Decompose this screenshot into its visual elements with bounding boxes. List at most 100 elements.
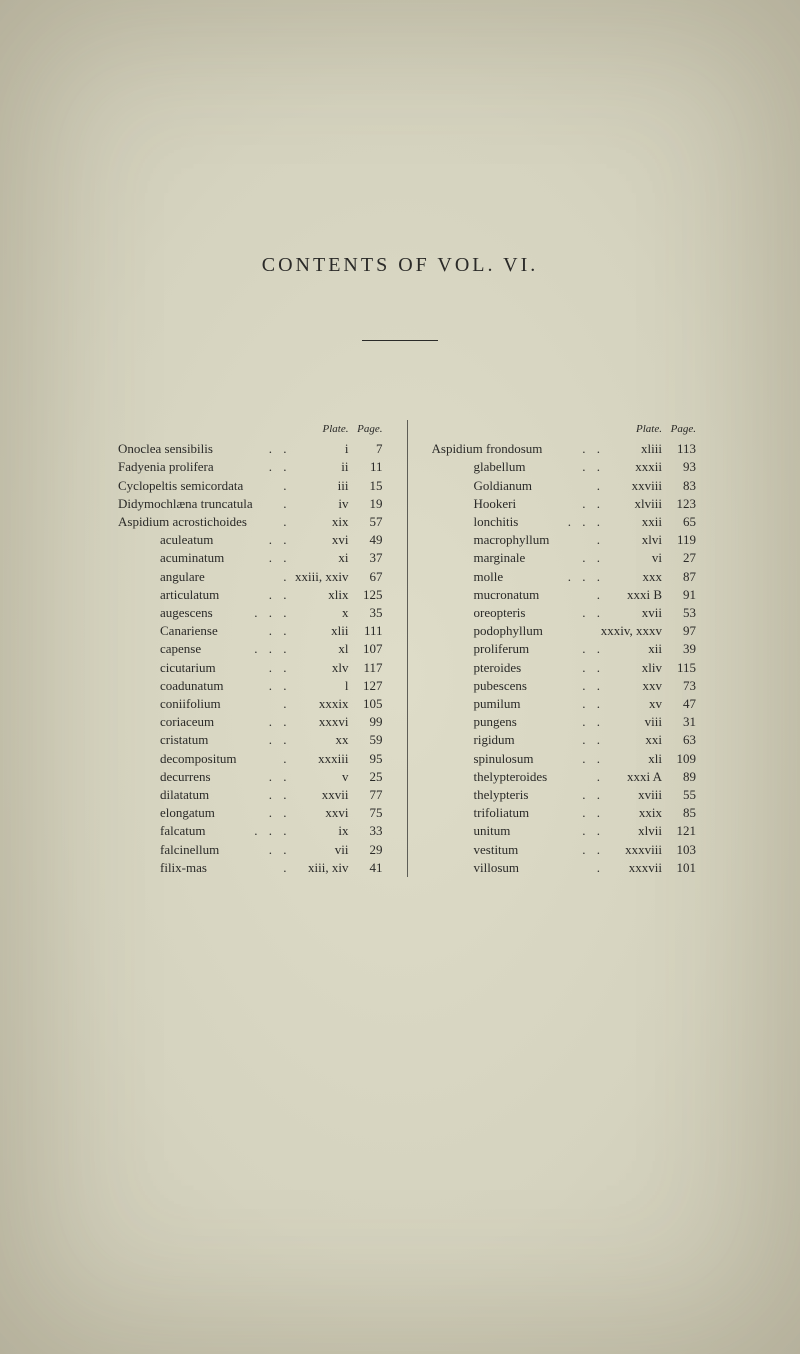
plate-number: xlvi (606, 531, 666, 549)
entry-name: coniifolium (118, 695, 281, 713)
leader-dots: . . . (566, 513, 606, 531)
leader-dots: . . (580, 731, 606, 749)
leader-dots: . . (267, 768, 293, 786)
index-row: villosum.xxxvii101 (432, 859, 697, 877)
leader-dots: . . (267, 659, 293, 677)
index-row: pubescens. .xxv73 (432, 677, 697, 695)
index-row: augescens. . .x35 (118, 604, 383, 622)
plate-number: xliii (606, 440, 666, 458)
index-row: articulatum. .xlix125 (118, 586, 383, 604)
index-row: oreopteris. .xvii53 (432, 604, 697, 622)
index-row: Goldianum.xxviii83 (432, 477, 697, 495)
plate-number: vi (606, 549, 666, 567)
entry-name: Hookeri (432, 495, 581, 513)
index-row: Fadyenia prolifera. .ii11 (118, 458, 383, 476)
entry-name: aculeatum (118, 531, 267, 549)
index-row: Aspidium acrostichoides.xix57 (118, 513, 383, 531)
plate-number: xvii (606, 604, 666, 622)
page-number: 49 (353, 531, 383, 549)
plate-number: xxxvi (293, 713, 353, 731)
page-number: 57 (353, 513, 383, 531)
plate-number: xlix (293, 586, 353, 604)
entry-name: acuminatum (118, 549, 267, 567)
index-row: lonchitis. . .xxii65 (432, 513, 697, 531)
plate-number: vii (293, 841, 353, 859)
leader-dots: . . (580, 713, 606, 731)
leader-dots: . (281, 750, 292, 768)
index-row: pteroides. .xliv115 (432, 659, 697, 677)
index-row: macrophyllum.xlvi119 (432, 531, 697, 549)
entry-name: coadunatum (118, 677, 267, 695)
page-number: 125 (353, 586, 383, 604)
entry-name: Aspidium frondosum (432, 440, 581, 458)
page-number: 37 (353, 549, 383, 567)
entry-name: villosum (432, 859, 595, 877)
plate-number: xi (293, 549, 353, 567)
leader-dots: . . (580, 786, 606, 804)
plate-number: xxiii, xxiv (293, 568, 353, 586)
page-number: 63 (666, 731, 696, 749)
index-row: Cyclopeltis semicordata.iii15 (118, 477, 383, 495)
index-row: Canariense. .xlii111 (118, 622, 383, 640)
header-page: Page. (666, 420, 696, 438)
plate-number: xxxiv, xxxv (601, 622, 666, 640)
entry-name: glabellum (432, 458, 581, 476)
column-header: Plate. Page. (432, 420, 697, 438)
index-row: coriaceum. .xxxvi99 (118, 713, 383, 731)
entry-name: falcatum (118, 822, 252, 840)
page-number: 101 (666, 859, 696, 877)
entry-name: oreopteris (432, 604, 581, 622)
leader-dots: . . (267, 549, 293, 567)
plate-number: xli (606, 750, 666, 768)
plate-number: iv (293, 495, 353, 513)
index-row: rigidum. .xxi63 (432, 731, 697, 749)
page-number: 89 (666, 768, 696, 786)
leader-dots: . . (267, 458, 293, 476)
plate-number: viii (606, 713, 666, 731)
entry-name: decurrens (118, 768, 267, 786)
page-number: 127 (353, 677, 383, 695)
index-row: spinulosum. .xli109 (432, 750, 697, 768)
leader-dots: . . (580, 640, 606, 658)
index-row: falcinellum. .vii29 (118, 841, 383, 859)
entry-name: molle (432, 568, 566, 586)
page-number: 77 (353, 786, 383, 804)
leader-dots: . . (580, 549, 606, 567)
index-row: thelypteris. .xviii55 (432, 786, 697, 804)
plate-number: xxxi A (606, 768, 666, 786)
leader-dots: . . . (252, 604, 292, 622)
plate-number: xvi (293, 531, 353, 549)
plate-number: xxxi B (606, 586, 666, 604)
leader-dots: . . (580, 841, 606, 859)
page-number: 59 (353, 731, 383, 749)
index-row: mucronatum.xxxi B91 (432, 586, 697, 604)
entry-name: vestitum (432, 841, 581, 859)
leader-dots: . . (580, 440, 606, 458)
entry-name: thelypteroides (432, 768, 595, 786)
page-number: 35 (353, 604, 383, 622)
plate-number: iii (293, 477, 353, 495)
index-row: trifoliatum. .xxix85 (432, 804, 697, 822)
leader-dots: . . . (252, 822, 292, 840)
leader-dots: . . (580, 695, 606, 713)
entry-name: mucronatum (432, 586, 595, 604)
leader-dots: . . (580, 822, 606, 840)
page-number: 119 (666, 531, 696, 549)
page-number: 29 (353, 841, 383, 859)
index-row: dilatatum. .xxvii77 (118, 786, 383, 804)
left-column: Plate. Page. Onoclea sensibilis. .i7Fady… (118, 420, 383, 877)
index-row: pungens. .viii31 (432, 713, 697, 731)
leader-dots: . . (267, 731, 293, 749)
leader-dots: . (595, 586, 606, 604)
index-row: molle. . .xxx87 (432, 568, 697, 586)
entry-name: coriaceum (118, 713, 267, 731)
plate-number: xix (293, 513, 353, 531)
page-number: 117 (353, 659, 383, 677)
header-spacer (432, 420, 607, 438)
right-column: Plate. Page. Aspidium frondosum. .xliii1… (432, 420, 697, 877)
entry-name: augescens (118, 604, 252, 622)
entry-name: Goldianum (432, 477, 595, 495)
plate-number: xxv (606, 677, 666, 695)
plate-number: xii (606, 640, 666, 658)
leader-dots: . (595, 477, 606, 495)
